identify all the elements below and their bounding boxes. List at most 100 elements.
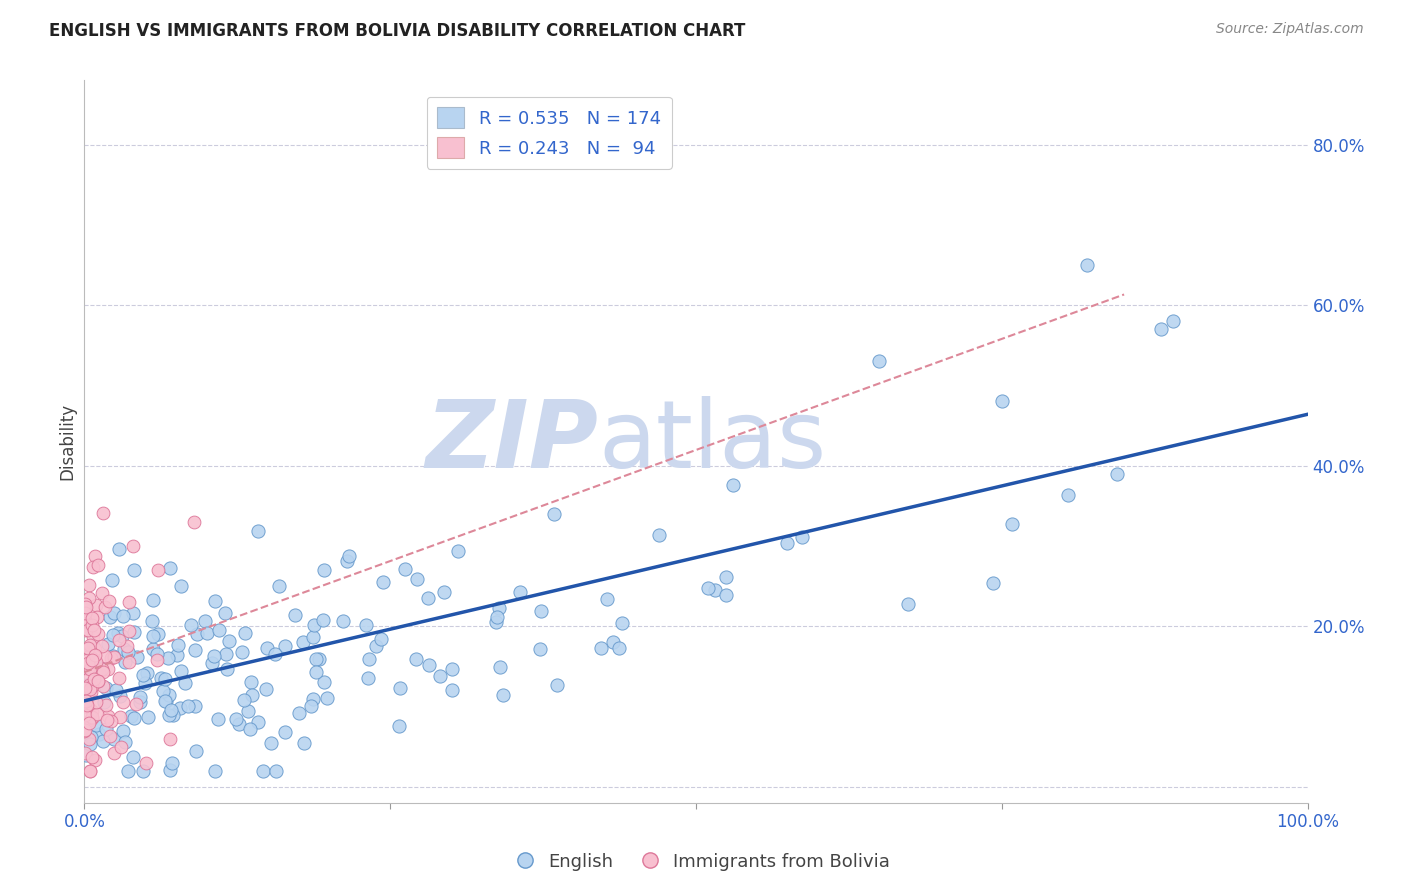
Point bbox=[184, 642, 207, 657]
Point bbox=[274, 639, 297, 653]
Point bbox=[90, 661, 112, 675]
Point bbox=[357, 672, 380, 686]
Point bbox=[103, 607, 125, 621]
Point bbox=[204, 764, 226, 778]
Point bbox=[485, 609, 508, 624]
Point bbox=[488, 601, 510, 615]
Point bbox=[76, 653, 98, 667]
Point bbox=[267, 579, 290, 593]
Point bbox=[529, 642, 551, 657]
Point bbox=[82, 639, 104, 653]
Point bbox=[82, 653, 104, 667]
Point bbox=[75, 723, 97, 738]
Point bbox=[302, 630, 325, 644]
Point bbox=[141, 615, 163, 629]
Point bbox=[159, 763, 181, 777]
Point bbox=[80, 731, 103, 745]
Point bbox=[84, 648, 107, 662]
Point bbox=[215, 662, 238, 676]
Point bbox=[97, 637, 120, 651]
Point bbox=[218, 634, 240, 648]
Point bbox=[98, 730, 121, 744]
Point bbox=[75, 684, 97, 698]
Point bbox=[98, 610, 121, 624]
Point bbox=[80, 611, 103, 625]
Point bbox=[73, 724, 96, 739]
Point bbox=[82, 651, 104, 665]
Point bbox=[75, 614, 97, 628]
Point bbox=[239, 674, 262, 689]
Point bbox=[77, 732, 100, 747]
Point bbox=[186, 743, 208, 757]
Point bbox=[602, 635, 624, 649]
Point bbox=[215, 648, 238, 662]
Point bbox=[112, 723, 135, 738]
Point bbox=[166, 648, 188, 662]
Point bbox=[80, 617, 103, 632]
Point bbox=[76, 650, 98, 665]
Point bbox=[79, 681, 101, 696]
Point bbox=[356, 617, 378, 632]
Point bbox=[301, 698, 323, 713]
Point bbox=[103, 648, 125, 663]
Point bbox=[107, 626, 129, 640]
Point bbox=[991, 394, 1014, 409]
Point bbox=[714, 570, 737, 584]
Point bbox=[117, 764, 139, 778]
Point bbox=[180, 618, 202, 632]
Point bbox=[134, 675, 156, 690]
Point bbox=[120, 708, 142, 723]
Legend: R = 0.535   N = 174, R = 0.243   N =  94: R = 0.535 N = 174, R = 0.243 N = 94 bbox=[426, 96, 672, 169]
Point bbox=[79, 738, 101, 752]
Point bbox=[207, 712, 229, 726]
Point bbox=[76, 698, 98, 713]
Point bbox=[82, 709, 104, 723]
Point bbox=[159, 731, 181, 746]
Point bbox=[509, 585, 531, 599]
Point bbox=[723, 478, 745, 492]
Point bbox=[103, 649, 125, 664]
Point bbox=[264, 764, 287, 778]
Point bbox=[233, 693, 256, 707]
Point bbox=[79, 764, 101, 778]
Point bbox=[73, 598, 96, 612]
Point bbox=[337, 549, 360, 563]
Point bbox=[405, 572, 427, 586]
Point bbox=[336, 553, 359, 567]
Point bbox=[76, 623, 98, 637]
Point bbox=[388, 681, 411, 696]
Point bbox=[405, 651, 427, 665]
Point bbox=[308, 652, 330, 666]
Legend: English, Immigrants from Bolivia: English, Immigrants from Bolivia bbox=[509, 846, 897, 879]
Point bbox=[97, 662, 120, 676]
Point bbox=[240, 688, 263, 702]
Point bbox=[128, 695, 150, 709]
Point bbox=[612, 616, 634, 631]
Point bbox=[153, 694, 176, 708]
Point bbox=[103, 747, 125, 761]
Point bbox=[364, 639, 387, 653]
Point bbox=[80, 711, 103, 725]
Point bbox=[159, 561, 181, 575]
Point bbox=[101, 628, 124, 642]
Point bbox=[103, 732, 125, 747]
Point bbox=[492, 688, 515, 702]
Point bbox=[104, 682, 127, 697]
Point bbox=[110, 739, 132, 754]
Point bbox=[96, 722, 118, 736]
Point bbox=[1150, 322, 1173, 336]
Point bbox=[146, 563, 169, 577]
Point bbox=[87, 673, 110, 688]
Point bbox=[96, 713, 118, 727]
Point bbox=[142, 642, 165, 657]
Point bbox=[150, 671, 173, 685]
Point bbox=[228, 717, 250, 731]
Point bbox=[155, 694, 177, 708]
Point bbox=[162, 708, 184, 723]
Point bbox=[696, 581, 718, 595]
Point bbox=[79, 681, 101, 696]
Point bbox=[79, 662, 101, 676]
Point bbox=[84, 642, 107, 657]
Y-axis label: Disability: Disability bbox=[58, 403, 76, 480]
Point bbox=[201, 656, 224, 670]
